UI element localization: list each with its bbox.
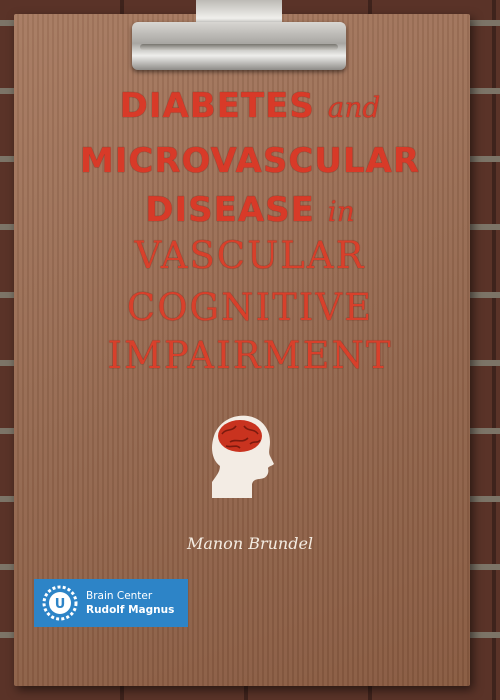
title-connector-in: in: [327, 195, 355, 228]
title-word-disease: DISEASE: [145, 190, 315, 230]
book-cover: [14, 14, 470, 686]
title-word-impairment: IMPAIRMENT: [107, 334, 393, 377]
publisher-badge: U Brain Center Rudolf Magnus: [34, 579, 188, 627]
head-brain-icon: [212, 415, 274, 498]
title-word-diabetes: DIABETES: [119, 86, 315, 126]
seal-letter: U: [55, 597, 66, 612]
title-word-microvascular: MICROVASCULAR: [79, 141, 421, 181]
clip-hinge: [140, 44, 338, 50]
title-line-5: COGNITIVE: [0, 286, 500, 329]
title-line-2: MICROVASCULAR: [0, 141, 500, 181]
badge-text: Brain Center Rudolf Magnus: [86, 589, 174, 617]
title-line-4: VASCULAR: [0, 234, 500, 277]
title-connector-and: and: [327, 91, 381, 124]
title-line-6: IMPAIRMENT: [0, 334, 500, 377]
binder-clip-icon: [132, 0, 346, 74]
title-line-1: DIABETES and: [0, 86, 500, 126]
title-word-vascular: VASCULAR: [134, 234, 366, 277]
title-line-3: DISEASE in: [0, 190, 500, 230]
title-word-cognitive: COGNITIVE: [126, 286, 374, 329]
author-name: Manon Brundel: [186, 534, 314, 553]
badge-line-rudolf-magnus: Rudolf Magnus: [86, 604, 175, 616]
university-seal-icon: U: [42, 585, 78, 621]
badge-line-brain-center: Brain Center: [86, 590, 153, 602]
